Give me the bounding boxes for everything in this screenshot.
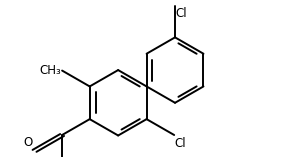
Text: CH₃: CH₃ [39,64,61,77]
Text: Cl: Cl [175,137,186,150]
Text: O: O [24,136,33,149]
Text: Cl: Cl [175,7,187,20]
